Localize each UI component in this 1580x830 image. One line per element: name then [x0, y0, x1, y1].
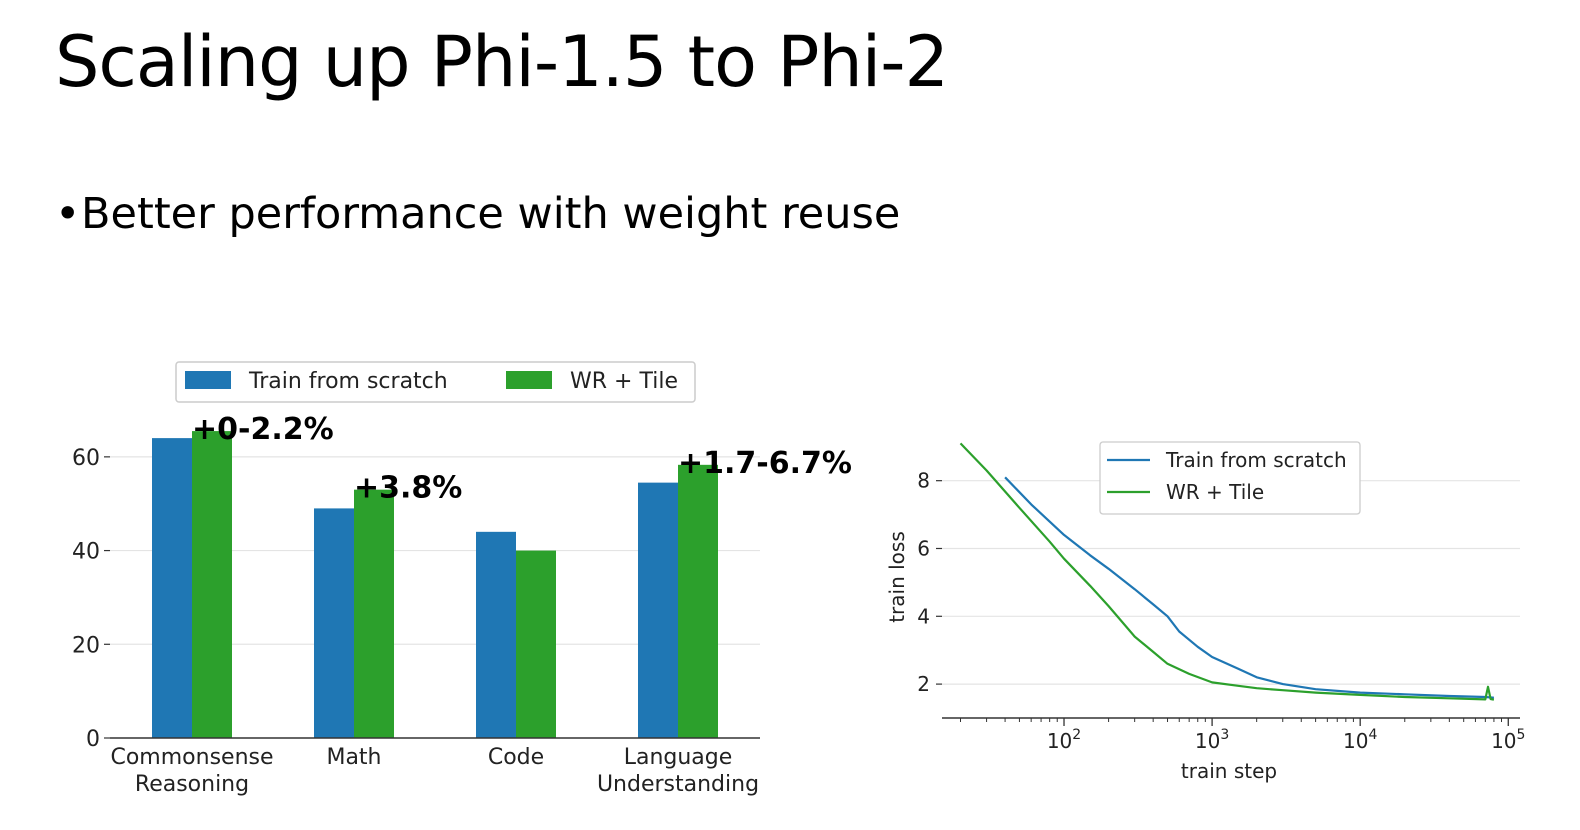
bar-annotation: +3.8%: [354, 471, 462, 506]
bullet-point: •Better performance with weight reuse: [55, 186, 900, 242]
line-xlabel: train step: [1181, 759, 1277, 783]
bar-annotation: +1.7-6.7%: [678, 446, 852, 481]
bar-scratch: [314, 508, 354, 738]
bar-ytick-label: 60: [72, 446, 100, 471]
line-ytick-label: 2: [917, 672, 930, 696]
bar-wr-tile: [192, 431, 232, 738]
bar-category-label: Code: [488, 745, 544, 770]
line-ylabel: train loss: [885, 531, 909, 623]
line-ytick-label: 6: [917, 536, 930, 560]
line-legend-box: [1099, 441, 1361, 515]
bar-category-label: Commonsense Reasoning: [110, 745, 273, 797]
line-series-wr-tile: [959, 442, 1495, 701]
bar-category-label: Language Understanding: [597, 745, 759, 797]
bar-ytick-label: 20: [72, 633, 100, 658]
bullet-text: Better performance with weight reuse: [81, 189, 901, 239]
bar-legend-label: Train from scratch: [248, 369, 448, 394]
line-xtick-label: 102: [1047, 727, 1081, 753]
bar-legend-swatch: [506, 371, 552, 389]
bar-category-label: Math: [326, 745, 381, 770]
bar-legend-label: WR + Tile: [570, 369, 678, 394]
slide-title: Scaling up Phi-1.5 to Phi-2: [55, 21, 949, 103]
line-series-scratch: [1004, 476, 1494, 699]
bar-annotation: +0-2.2%: [192, 412, 334, 447]
bullet-dot-icon: •: [55, 189, 81, 239]
line-legend-label: WR + Tile: [1166, 480, 1264, 504]
bar-legend-box: [175, 361, 696, 403]
bar-ytick-label: 0: [86, 727, 100, 752]
line-xtick-label: 104: [1343, 727, 1377, 753]
line-ytick-label: 8: [917, 469, 930, 493]
bar-wr-tile: [678, 464, 718, 738]
bar-scratch: [476, 531, 516, 738]
line-xtick-label: 103: [1195, 727, 1229, 753]
bar-legend-swatch: [185, 371, 231, 389]
line-xtick-label: 105: [1491, 727, 1525, 753]
bar-scratch: [638, 482, 678, 738]
line-legend-label: Train from scratch: [1165, 448, 1347, 472]
bar-wr-tile: [354, 489, 394, 738]
bar-scratch: [152, 438, 192, 738]
bar-wr-tile: [516, 550, 556, 738]
line-ytick-label: 4: [917, 604, 930, 628]
bar-ytick-label: 40: [72, 540, 100, 565]
